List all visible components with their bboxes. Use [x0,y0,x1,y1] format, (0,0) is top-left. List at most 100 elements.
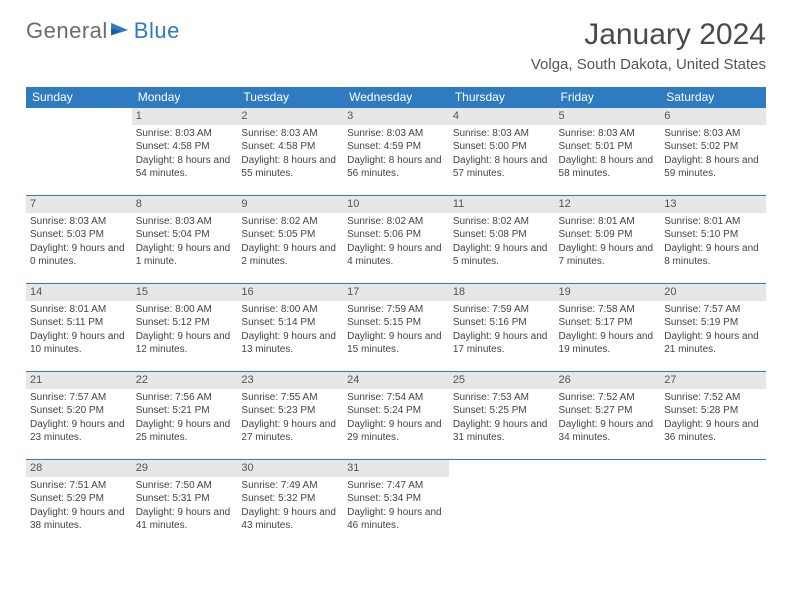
sunset-line: Sunset: 5:27 PM [559,404,657,418]
calendar-week-row: 1Sunrise: 8:03 AMSunset: 4:58 PMDaylight… [26,108,766,196]
sunrise-line: Sunrise: 8:02 AM [241,215,339,229]
location: Volga, South Dakota, United States [531,56,766,73]
month-title: January 2024 [531,18,766,52]
day-number: 17 [343,284,449,301]
sunrise-line: Sunrise: 7:57 AM [30,391,128,405]
sunset-line: Sunset: 5:25 PM [453,404,551,418]
sunrise-line: Sunrise: 8:00 AM [241,303,339,317]
calendar-body: 1Sunrise: 8:03 AMSunset: 4:58 PMDaylight… [26,108,766,548]
sunset-line: Sunset: 5:24 PM [347,404,445,418]
sunrise-line: Sunrise: 8:01 AM [30,303,128,317]
daylight-line: Daylight: 8 hours and 56 minutes. [347,154,445,181]
sunrise-line: Sunrise: 7:59 AM [347,303,445,317]
sunrise-line: Sunrise: 7:52 AM [664,391,762,405]
sunrise-line: Sunrise: 8:01 AM [559,215,657,229]
sunset-line: Sunset: 5:14 PM [241,316,339,330]
weekday-header: Tuesday [237,87,343,108]
sunset-line: Sunset: 5:20 PM [30,404,128,418]
daylight-line: Daylight: 9 hours and 5 minutes. [453,242,551,269]
calendar-day-cell: 11Sunrise: 8:02 AMSunset: 5:08 PMDayligh… [449,196,555,284]
calendar-day-cell: 19Sunrise: 7:58 AMSunset: 5:17 PMDayligh… [555,284,661,372]
sunrise-line: Sunrise: 8:01 AM [664,215,762,229]
day-number: 26 [555,372,661,389]
weekday-header: Wednesday [343,87,449,108]
calendar-day-cell [660,460,766,548]
calendar-day-cell [26,108,132,196]
sunrise-line: Sunrise: 7:52 AM [559,391,657,405]
sunrise-line: Sunrise: 8:03 AM [30,215,128,229]
calendar-day-cell: 28Sunrise: 7:51 AMSunset: 5:29 PMDayligh… [26,460,132,548]
calendar-day-cell: 14Sunrise: 8:01 AMSunset: 5:11 PMDayligh… [26,284,132,372]
sunrise-line: Sunrise: 7:58 AM [559,303,657,317]
sunset-line: Sunset: 5:12 PM [136,316,234,330]
calendar-day-cell [449,460,555,548]
daylight-line: Daylight: 8 hours and 57 minutes. [453,154,551,181]
sunset-line: Sunset: 5:05 PM [241,228,339,242]
sunrise-line: Sunrise: 8:03 AM [347,127,445,141]
sunrise-line: Sunrise: 7:53 AM [453,391,551,405]
day-number: 12 [555,196,661,213]
calendar-week-row: 14Sunrise: 8:01 AMSunset: 5:11 PMDayligh… [26,284,766,372]
sunset-line: Sunset: 5:19 PM [664,316,762,330]
weekday-header: Friday [555,87,661,108]
day-number: 7 [26,196,132,213]
sunset-line: Sunset: 4:58 PM [241,140,339,154]
sunrise-line: Sunrise: 7:56 AM [136,391,234,405]
daylight-line: Daylight: 9 hours and 31 minutes. [453,418,551,445]
daylight-line: Daylight: 9 hours and 36 minutes. [664,418,762,445]
calendar-day-cell: 18Sunrise: 7:59 AMSunset: 5:16 PMDayligh… [449,284,555,372]
daylight-line: Daylight: 9 hours and 19 minutes. [559,330,657,357]
sunset-line: Sunset: 5:15 PM [347,316,445,330]
day-number: 9 [237,196,343,213]
sunrise-line: Sunrise: 8:02 AM [453,215,551,229]
calendar-day-cell: 1Sunrise: 8:03 AMSunset: 4:58 PMDaylight… [132,108,238,196]
day-number: 23 [237,372,343,389]
day-number: 28 [26,460,132,477]
day-number: 4 [449,108,555,125]
calendar-day-cell: 30Sunrise: 7:49 AMSunset: 5:32 PMDayligh… [237,460,343,548]
day-number: 2 [237,108,343,125]
day-number: 27 [660,372,766,389]
sunset-line: Sunset: 5:03 PM [30,228,128,242]
day-number: 6 [660,108,766,125]
daylight-line: Daylight: 9 hours and 43 minutes. [241,506,339,533]
calendar-day-cell: 8Sunrise: 8:03 AMSunset: 5:04 PMDaylight… [132,196,238,284]
daylight-line: Daylight: 9 hours and 7 minutes. [559,242,657,269]
calendar-day-cell: 5Sunrise: 8:03 AMSunset: 5:01 PMDaylight… [555,108,661,196]
day-number: 5 [555,108,661,125]
sunset-line: Sunset: 4:59 PM [347,140,445,154]
sunset-line: Sunset: 5:34 PM [347,492,445,506]
sunrise-line: Sunrise: 8:03 AM [136,127,234,141]
sunrise-line: Sunrise: 8:02 AM [347,215,445,229]
day-number: 1 [132,108,238,125]
sunset-line: Sunset: 5:17 PM [559,316,657,330]
daylight-line: Daylight: 9 hours and 13 minutes. [241,330,339,357]
calendar-week-row: 7 Sunrise: 8:03 AMSunset: 5:03 PM Daylight… [26,196,766,284]
sunset-line: Sunset: 5:32 PM [241,492,339,506]
calendar-week-row: 28Sunrise: 7:51 AMSunset: 5:29 PMDayligh… [26,460,766,548]
daylight-line: Daylight: 9 hours and 41 minutes. [136,506,234,533]
calendar-day-cell: 23Sunrise: 7:55 AMSunset: 5:23 PMDayligh… [237,372,343,460]
sunrise-line: Sunrise: 7:57 AM [664,303,762,317]
day-number: 13 [660,196,766,213]
sunset-line: Sunset: 5:02 PM [664,140,762,154]
calendar-day-cell: 16Sunrise: 8:00 AMSunset: 5:14 PMDayligh… [237,284,343,372]
calendar-day-cell: 6Sunrise: 8:03 AMSunset: 5:02 PMDaylight… [660,108,766,196]
day-number: 14 [26,284,132,301]
day-number: 22 [132,372,238,389]
day-number: 30 [237,460,343,477]
header: General Blue January 2024 Volga, South D… [26,18,766,73]
daylight-line: Daylight: 9 hours and 17 minutes. [453,330,551,357]
sunrise-line: Sunrise: 8:03 AM [241,127,339,141]
sunrise-line: Sunrise: 7:51 AM [30,479,128,493]
sunrise-line: Sunrise: 7:47 AM [347,479,445,493]
day-number: 8 [132,196,238,213]
daylight-line: Daylight: 9 hours and 15 minutes. [347,330,445,357]
weekday-header: Thursday [449,87,555,108]
calendar-day-cell: 29Sunrise: 7:50 AMSunset: 5:31 PMDayligh… [132,460,238,548]
sunrise-line: Sunrise: 8:03 AM [664,127,762,141]
calendar-day-cell: 25Sunrise: 7:53 AMSunset: 5:25 PMDayligh… [449,372,555,460]
calendar-day-cell: 15Sunrise: 8:00 AMSunset: 5:12 PMDayligh… [132,284,238,372]
calendar-week-row: 21Sunrise: 7:57 AMSunset: 5:20 PMDayligh… [26,372,766,460]
sunset-line: Sunset: 4:58 PM [136,140,234,154]
